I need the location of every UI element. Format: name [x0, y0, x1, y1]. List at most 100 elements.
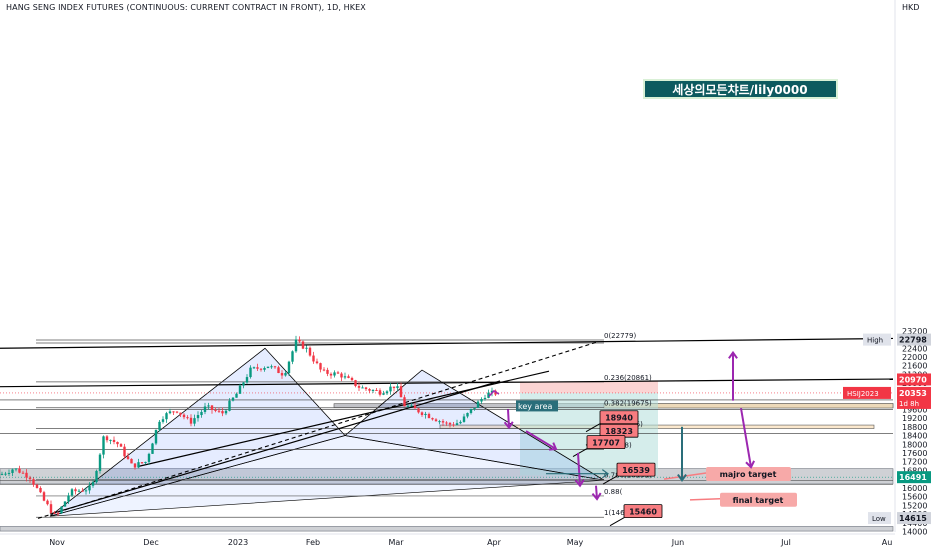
candle-body [410, 405, 413, 407]
candle-body [105, 436, 109, 441]
candle-body [382, 393, 385, 395]
candle-body [235, 393, 238, 398]
target-pointer [585, 423, 601, 433]
down-arrow-2-head [548, 442, 558, 451]
candle-body [196, 415, 200, 419]
candle-body [403, 397, 406, 407]
candle-body [375, 389, 378, 391]
candle-body [53, 512, 56, 514]
candle-body [368, 389, 371, 391]
x-tick-label: 2023 [228, 538, 248, 547]
y-tick-label: 14000 [902, 528, 927, 537]
candle-body [231, 397, 235, 401]
candle-body [385, 391, 389, 394]
price-tag-bg [897, 512, 931, 525]
down-arrow-1 [507, 409, 510, 428]
candle-body [469, 408, 473, 413]
candle-body [221, 411, 224, 414]
x-tick-label: Jun [671, 538, 685, 547]
fib-level-label: 0.88( [604, 488, 623, 496]
chart-title: HANG SENG INDEX FUTURES (CONTINUOUS: CUR… [6, 3, 366, 12]
candle-body [466, 412, 469, 417]
candle-body [175, 411, 179, 413]
candle-body [343, 376, 347, 378]
candle-body [81, 490, 84, 492]
candle-body [186, 417, 189, 419]
candle-body [7, 472, 11, 474]
candle-body [448, 422, 452, 425]
price-tag-value: 22798 [899, 336, 927, 345]
candle-body [63, 501, 67, 507]
candle-body [319, 363, 322, 370]
candle-body [308, 347, 312, 356]
y-tick-label: 19600 [902, 405, 927, 414]
major-target-callout [706, 467, 791, 482]
candle-body [56, 513, 60, 515]
candle-body [182, 414, 186, 418]
candle-body [389, 386, 392, 392]
candle-body [210, 405, 214, 410]
x-tick-label: Mar [388, 538, 404, 547]
y-tick-label: 15600 [902, 493, 927, 502]
x-tick-label: Jul [780, 538, 791, 547]
candle-body [371, 389, 375, 391]
candle-body [158, 421, 161, 430]
candle-body [336, 372, 340, 374]
y-tick-label: 15200 [902, 501, 927, 510]
candle-body [189, 417, 193, 424]
candle-body [413, 405, 417, 409]
candle-body [203, 406, 207, 412]
trendline-mid [0, 378, 894, 388]
candle-body [32, 479, 35, 485]
y-tick-label: 21600 [902, 362, 927, 371]
candle-body [480, 399, 483, 402]
watermark-label: 세상의모든챠트/lily0000 [672, 82, 807, 97]
candle-body [431, 418, 434, 420]
target-badge-label: 17707 [592, 439, 620, 448]
target-badge-label: 18940 [605, 414, 633, 423]
candle-body [333, 372, 336, 376]
candle-body [441, 421, 445, 423]
candle-body [74, 489, 77, 492]
candle-body [25, 472, 28, 478]
candle-body [168, 411, 172, 414]
candle-body [193, 418, 196, 424]
candle-body [28, 477, 32, 480]
candle-body [340, 373, 343, 378]
price-tag-label-bg [868, 512, 891, 525]
candle-body [487, 392, 490, 398]
final-target-pointer [689, 498, 721, 501]
x-tick-label: May [567, 538, 584, 547]
candle-body [392, 386, 396, 389]
candle-body [18, 468, 21, 473]
candle-body [238, 385, 242, 394]
candle-body [165, 413, 168, 420]
fib-level-label: 1(14654) [604, 509, 636, 517]
candle-body [130, 458, 133, 464]
price-tag-value: 14615 [899, 514, 927, 523]
candle-body [84, 490, 88, 492]
y-tick-label: 17200 [902, 458, 927, 467]
y-tick-label: 18000 [902, 440, 927, 449]
candle-body [322, 369, 326, 371]
candle-body [60, 506, 63, 514]
price-tag-bg [897, 471, 931, 484]
price-tag-label: HSIJ2023 [847, 390, 879, 398]
x-tick-label: Apr [487, 538, 502, 547]
down-arrow-major [740, 408, 752, 468]
y-tick-label: 19200 [902, 414, 927, 423]
candle-body [329, 373, 333, 376]
candle-body [14, 468, 18, 470]
price-tag-label: High [867, 337, 883, 345]
candle-body [424, 413, 427, 415]
y-tick-label: 16000 [902, 484, 927, 493]
candle-body [287, 361, 291, 374]
candle-body [102, 436, 105, 455]
candle-body [11, 469, 14, 473]
candle-body [417, 408, 420, 413]
candle-body [263, 367, 266, 370]
support-zone-lower [0, 526, 894, 532]
currency-label: HKD [902, 3, 919, 12]
y-tick-label: 18800 [902, 423, 927, 432]
